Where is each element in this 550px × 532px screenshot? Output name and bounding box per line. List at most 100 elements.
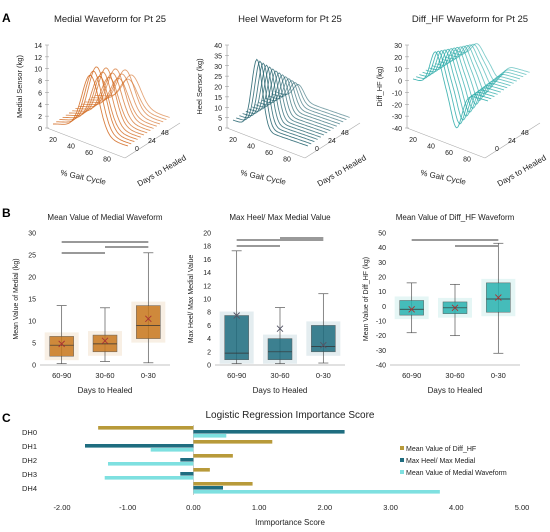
waveform-curve xyxy=(69,67,145,136)
waveform-curve xyxy=(271,82,347,121)
box-1 xyxy=(263,307,297,365)
x-tick-label: 1.00 xyxy=(252,503,267,512)
y-tick-label: 50 xyxy=(378,231,386,238)
y-axis-label: Days to Healed xyxy=(316,153,368,188)
waveform-curve xyxy=(59,66,135,143)
y-axis-label: Days to Healed xyxy=(496,153,548,188)
y-tick-label: 8 xyxy=(207,310,211,317)
y-tick-label: 10 xyxy=(203,297,211,304)
box-iqr xyxy=(267,338,293,360)
x-tick-label: 20 xyxy=(49,137,57,144)
z-tick-label: 10 xyxy=(214,105,222,112)
category-label: 30-60 xyxy=(95,371,114,380)
y-tick-label: 48 xyxy=(521,130,529,137)
x-tick-label: 60 xyxy=(445,150,453,157)
y-tick-label: 2 xyxy=(207,349,211,356)
x-tick-label: 40 xyxy=(247,144,255,151)
x-axis-label: Days to Healed xyxy=(78,386,133,395)
waveform-3d-plots: Medial Waveform for Pt 2502468101214Medi… xyxy=(15,14,548,188)
bar-0 xyxy=(193,440,273,444)
z-tick-label: -10 xyxy=(392,90,402,97)
z-tick-label: 10 xyxy=(34,67,42,74)
z-tick-label: 8 xyxy=(38,79,42,86)
mean-marker xyxy=(320,341,327,349)
z-tick-label: 2 xyxy=(38,114,42,121)
y-axis-label: Max Heel/ Max Medial Value xyxy=(188,255,195,344)
mean-marker xyxy=(495,294,502,301)
box-2 xyxy=(481,242,516,354)
mean-marker xyxy=(101,337,109,345)
waveform-curve xyxy=(85,73,161,125)
x-tick-label: 40 xyxy=(427,144,435,151)
waveform-curve xyxy=(94,74,170,118)
importance-bar-chart: Logistic Regression Importance Score -2.0… xyxy=(22,410,529,527)
mean-marker xyxy=(233,312,240,319)
bar-1 xyxy=(180,458,194,462)
bar-2 xyxy=(150,448,194,452)
bar-2 xyxy=(193,434,227,438)
y-tick-label: 10 xyxy=(28,319,36,326)
y-tick-label: 0 xyxy=(135,146,139,153)
x-tick-label: 0.00 xyxy=(186,503,201,512)
y-tick-label: 25 xyxy=(28,253,36,260)
x-tick-label: 20 xyxy=(229,137,237,144)
box-plot-title: Mean Value of Medial Waveform xyxy=(47,213,162,222)
waveform-plot-3: Diff_HF Waveform for Pt 25 -40 -30 -20 -10 0 1… xyxy=(375,14,548,188)
bar-0 xyxy=(193,482,253,486)
category-label: 0-30 xyxy=(141,371,156,380)
bar-0 xyxy=(98,426,194,430)
waveform-plot-1: Medial Waveform for Pt 2502468101214Medi… xyxy=(15,14,188,188)
y-tick-label: -40 xyxy=(376,363,386,370)
waveform-curve xyxy=(81,77,157,127)
waveform-curve xyxy=(245,66,321,138)
z-tick-label: 40 xyxy=(214,43,222,50)
mean-marker xyxy=(451,304,459,312)
y-axis-label: Mean Value of Medial (kg) xyxy=(13,258,20,339)
z-tick-label: 0 xyxy=(218,126,222,133)
x-tick-label: 3.00 xyxy=(383,503,398,512)
y-tick-label: 12 xyxy=(203,283,211,290)
box-plot-title: Max Heel/ Max Medial Value xyxy=(229,213,331,222)
y-tick-label: 5 xyxy=(32,341,36,348)
z-tick-label: -20 xyxy=(392,102,402,109)
y-tick-label: 10 xyxy=(378,289,386,296)
box-plot-1: Mean Value of Medial Waveform 0 5 10 15 20 25 3… xyxy=(13,213,170,395)
box-iqr xyxy=(136,305,161,339)
box-iqr xyxy=(49,336,74,357)
waveform-title: Diff_HF Waveform for Pt 25 xyxy=(412,14,528,25)
box-iqr xyxy=(224,315,249,360)
x-tick-label: -2.00 xyxy=(53,503,70,512)
box-iqr xyxy=(311,325,336,353)
waveform-curve xyxy=(78,68,154,129)
bar-1 xyxy=(193,430,345,434)
legend-label: Mean Value of Diff_HF xyxy=(406,446,476,453)
waveform-curve xyxy=(88,69,164,123)
box-0 xyxy=(394,282,429,334)
legend-swatch xyxy=(400,458,404,462)
mean-marker xyxy=(145,315,152,323)
x-axis-label: % Gait Cycle xyxy=(60,168,108,187)
y-axis-line xyxy=(484,122,541,159)
y-tick-label: 20 xyxy=(203,231,211,238)
z-tick-label: 20 xyxy=(214,85,222,92)
waveform-curve xyxy=(448,44,524,86)
waveform-curve xyxy=(62,75,138,140)
x-axis-label: % Gait Cycle xyxy=(420,168,468,187)
legend-label: Mean Value of Medial Waveform xyxy=(406,470,507,477)
category-label: 30-60 xyxy=(445,371,464,380)
y-tick-label: 6 xyxy=(207,323,211,330)
z-tick-label: 20 xyxy=(394,55,402,62)
z-tick-label: 10 xyxy=(394,67,402,74)
y-tick-label: 0 xyxy=(32,363,36,370)
box-0 xyxy=(44,305,79,365)
y-tick-label: 24 xyxy=(328,138,336,145)
category-label: 0-30 xyxy=(316,371,331,380)
y-tick-label: 20 xyxy=(28,275,36,282)
waveform-curve xyxy=(53,74,129,147)
waveform-curve xyxy=(242,64,318,140)
waveform-curve xyxy=(252,70,328,134)
waveform-curve xyxy=(91,78,167,121)
y-tick-label: 18 xyxy=(203,244,211,251)
z-tick-label: 6 xyxy=(38,90,42,97)
